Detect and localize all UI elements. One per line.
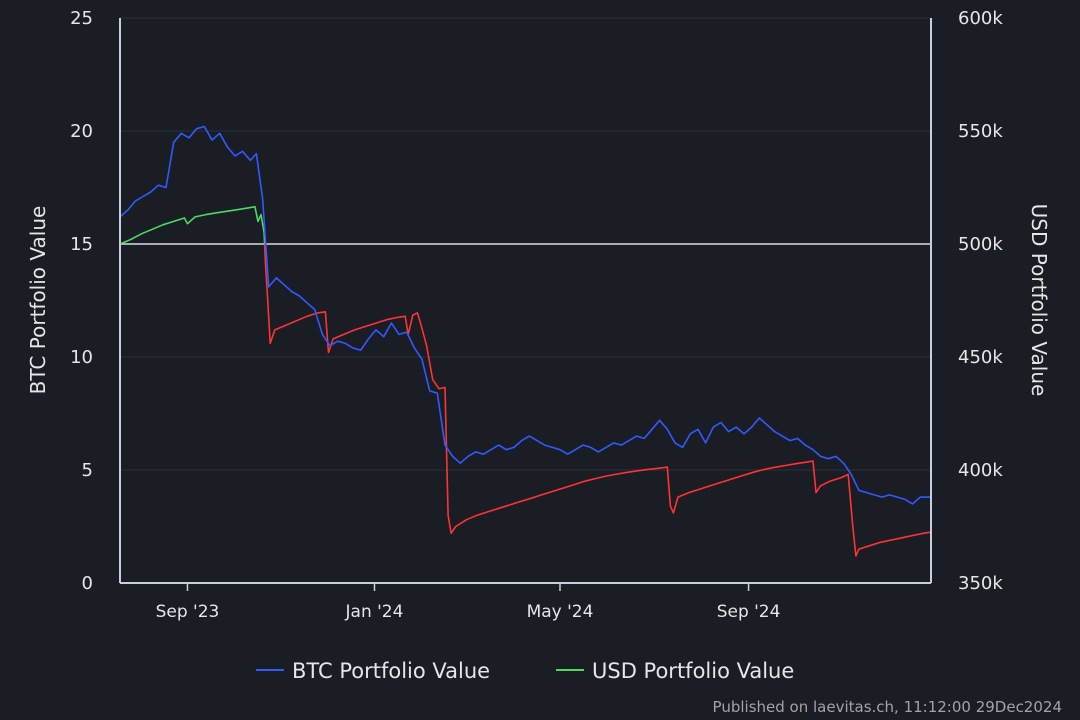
left-tick-25: 25 xyxy=(70,8,93,29)
btc-series-line xyxy=(119,125,931,505)
legend: BTC Portfolio Value USD Portfolio Value xyxy=(256,659,794,683)
legend-item-usd[interactable]: USD Portfolio Value xyxy=(556,659,794,683)
right-tick-400k: 400k xyxy=(958,460,1003,481)
right-tick-500k: 500k xyxy=(958,234,1003,255)
left-tick-5: 5 xyxy=(82,460,93,481)
left-axis-title: BTC Portfolio Value xyxy=(26,206,50,395)
left-tick-15: 15 xyxy=(70,234,93,255)
x-tick-label-2: May '24 xyxy=(527,602,594,622)
right-tick-450k: 450k xyxy=(958,347,1003,368)
series-group xyxy=(119,125,932,557)
left-tick-10: 10 xyxy=(70,347,93,368)
usd-series-segment-gain-0 xyxy=(119,205,266,245)
right-axis-title: USD Portfolio Value xyxy=(1027,204,1051,397)
legend-label-btc: BTC Portfolio Value xyxy=(292,659,490,683)
x-tick-label-0: Sep '23 xyxy=(156,602,220,622)
legend-item-btc[interactable]: BTC Portfolio Value xyxy=(256,659,490,683)
legend-label-usd: USD Portfolio Value xyxy=(592,659,794,683)
left-axis-ticks: 0 5 10 15 20 25 xyxy=(70,8,93,594)
x-axis-ticks: Sep '23 Jan '24 May '24 Sep '24 xyxy=(156,583,781,622)
left-tick-0: 0 xyxy=(82,573,93,594)
right-axis-ticks: 350k 400k 450k 500k 550k 600k xyxy=(958,8,1003,594)
x-tick-label-1: Jan '24 xyxy=(345,602,404,622)
right-tick-350k: 350k xyxy=(958,573,1003,594)
left-tick-20: 20 xyxy=(70,121,93,142)
axes xyxy=(119,18,932,584)
right-tick-600k: 600k xyxy=(958,8,1003,29)
right-tick-550k: 550k xyxy=(958,121,1003,142)
x-tick-label-3: Sep '24 xyxy=(717,602,781,622)
usd-series-segment-loss-1 xyxy=(263,243,932,557)
published-footer: Published on laevitas.ch, 11:12:00 29Dec… xyxy=(713,698,1062,716)
